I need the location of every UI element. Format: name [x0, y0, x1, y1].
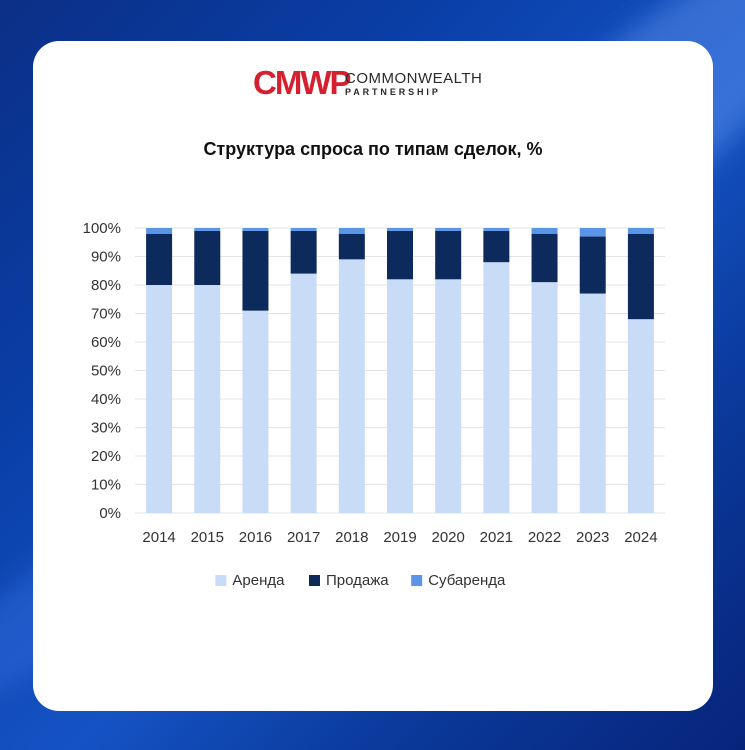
bar-segment: [194, 230, 221, 285]
x-tick-label: 2021: [480, 529, 513, 546]
bar-segment: [194, 285, 221, 513]
x-tick-label: 2016: [239, 529, 272, 546]
legend-swatch: [215, 575, 227, 586]
x-tick-label: 2017: [287, 529, 320, 546]
bar-segment: [627, 319, 654, 513]
legend-label: Продажа: [326, 572, 389, 589]
y-tick-label: 60%: [91, 334, 121, 351]
x-tick-label: 2015: [191, 529, 224, 546]
y-tick-label: 30%: [91, 420, 121, 437]
bar-segment: [290, 230, 317, 274]
bar-segment: [338, 228, 365, 234]
bar-segment: [435, 279, 462, 513]
bar-segment: [338, 259, 365, 513]
bar-segment: [483, 262, 510, 513]
x-tick-label: 2022: [528, 529, 561, 546]
y-tick-label: 90%: [91, 249, 121, 266]
bar-segment: [387, 230, 413, 280]
x-tick-label: 2019: [383, 529, 416, 546]
bar-segment: [531, 282, 558, 513]
bar-segment: [338, 233, 365, 260]
stacked-bar-chart: 0% 10% 20% 30% 40% 50% 60% 70% 80% 90% 100% 2014 201…: [83, 220, 665, 589]
bar-segment: [242, 228, 269, 231]
bar-segment: [290, 273, 317, 513]
bar-segment: [627, 233, 654, 320]
y-tick-label: 20%: [91, 448, 121, 465]
bar-segment: [290, 228, 317, 231]
legend-label: Аренда: [232, 572, 285, 589]
y-tick-label: 0%: [99, 505, 121, 522]
bar-segment: [579, 236, 606, 294]
bar-segment: [435, 228, 462, 231]
bar-segment: [531, 228, 558, 234]
legend-swatch: [411, 575, 423, 586]
legend-label: Субаренда: [428, 572, 506, 589]
brand-logo: CMWP COMMONWEALTH PARTNERSHIP: [253, 65, 513, 101]
bar-segment: [579, 228, 606, 237]
chart-card: CMWP COMMONWEALTH PARTNERSHIP Структура …: [33, 41, 713, 711]
y-tick-label: 70%: [91, 306, 121, 323]
brand-name-line2: PARTNERSHIP: [345, 87, 441, 97]
x-tick-label: 2024: [624, 529, 657, 546]
bar-segment: [387, 279, 413, 513]
bar-segment: [242, 230, 269, 311]
bar-segment: [242, 310, 269, 513]
y-tick-label: 40%: [91, 391, 121, 408]
bar-segment: [579, 293, 606, 513]
brand-mark: CMWP: [253, 64, 351, 101]
x-tick-label: 2023: [576, 529, 609, 546]
x-tick-label: 2018: [335, 529, 368, 546]
bar-segment: [146, 233, 173, 285]
bar-segment: [483, 228, 510, 231]
chart-title: Структура спроса по типам сделок, %: [203, 139, 543, 159]
bar-segment: [483, 230, 510, 263]
x-tick-label: 2020: [431, 529, 464, 546]
bar-segment: [435, 230, 462, 280]
brand-name-line1: COMMONWEALTH: [345, 70, 483, 87]
bar-segment: [146, 285, 173, 513]
bar-segment: [194, 228, 221, 231]
x-tick-label: 2014: [142, 529, 175, 546]
legend-swatch: [309, 575, 320, 586]
bar-segment: [387, 228, 413, 231]
y-tick-label: 10%: [91, 477, 121, 494]
bar-segment: [531, 233, 558, 283]
y-tick-label: 80%: [91, 277, 121, 294]
y-tick-label: 50%: [91, 363, 121, 380]
bar-segment: [627, 228, 654, 234]
y-tick-label: 100%: [83, 220, 121, 237]
bar-segment: [146, 228, 173, 234]
